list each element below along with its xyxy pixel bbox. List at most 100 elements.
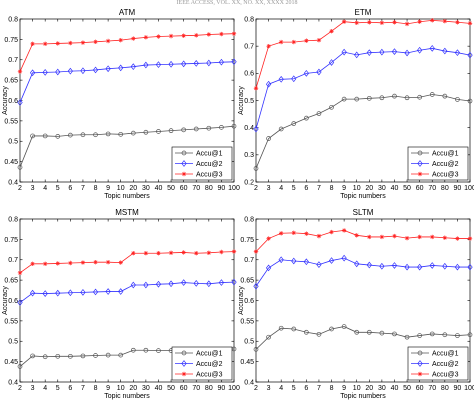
data-point	[42, 261, 48, 267]
data-point	[80, 260, 86, 265]
x-tick-label: 60	[416, 185, 424, 192]
data-point	[341, 254, 347, 262]
data-point	[278, 39, 284, 45]
data-point	[316, 37, 322, 43]
legend-marker	[417, 350, 423, 356]
data-point	[206, 59, 212, 67]
legend-marker	[181, 150, 187, 156]
x-tick-label: 8	[94, 385, 98, 392]
data-point	[291, 230, 296, 236]
data-point	[105, 288, 111, 295]
legend-marker	[181, 371, 187, 377]
data-point	[231, 58, 237, 66]
y-tick-label: 0.7	[244, 44, 254, 51]
data-point	[467, 332, 473, 338]
data-point	[181, 60, 187, 68]
y-axis-label: Accuracy	[238, 86, 245, 115]
legend-marker	[417, 150, 423, 156]
y-tick-label: 0.75	[240, 237, 254, 244]
data-point	[93, 259, 98, 265]
data-point	[42, 290, 48, 297]
data-point	[430, 18, 435, 23]
data-point	[156, 251, 161, 256]
legend-marker	[181, 350, 187, 356]
x-tick-label: 4	[279, 185, 283, 192]
data-point	[404, 263, 410, 271]
data-point	[266, 43, 271, 49]
data-point	[455, 97, 460, 102]
x-tick-label: 70	[428, 385, 436, 392]
data-point	[404, 95, 410, 101]
y-tick-label: 0.45	[4, 159, 18, 166]
data-point	[80, 67, 86, 75]
legend-label: Accu@1	[432, 151, 459, 158]
data-point	[143, 35, 149, 40]
y-tick-label: 0.8	[8, 16, 18, 23]
data-point	[80, 353, 86, 359]
data-point	[253, 125, 259, 133]
y-tick-label: 0.6	[8, 298, 18, 305]
data-point	[266, 236, 271, 241]
x-tick-label: 6	[304, 185, 308, 192]
x-tick-label: 9	[342, 385, 346, 392]
data-point	[429, 331, 435, 337]
y-tick-label: 0.75	[4, 237, 18, 244]
data-point	[391, 48, 398, 55]
y-tick-label: 0.4	[244, 379, 254, 386]
data-point	[316, 111, 322, 116]
x-tick-label: 10	[117, 185, 125, 192]
legend-label: Accu@2	[196, 161, 223, 168]
data-point	[219, 125, 224, 130]
data-point	[303, 258, 309, 266]
data-point	[55, 41, 60, 46]
data-point	[379, 330, 385, 336]
data-point	[42, 354, 48, 360]
x-tick-label: 80	[441, 385, 449, 392]
data-point	[454, 263, 461, 271]
x-tick-label: 20	[365, 385, 373, 392]
data-point	[92, 66, 99, 74]
data-point	[219, 249, 224, 255]
x-tick-label: 7	[317, 185, 321, 192]
data-point	[467, 263, 473, 271]
data-point	[391, 262, 398, 269]
x-tick-label: 40	[155, 185, 163, 192]
data-point	[291, 75, 297, 83]
chart-atm: ATM 2 3 4 5 6 7 8 9 10 20 30 40 50 60 70 80 90 100 0.4 0.45 0…	[2, 8, 240, 200]
x-tick-label: 5	[56, 185, 60, 192]
data-point	[68, 353, 73, 359]
data-point	[278, 231, 284, 236]
y-axis-label: Accuracy	[2, 86, 9, 115]
x-tick-label: 4	[279, 385, 283, 392]
legend-marker	[181, 160, 187, 167]
data-point	[304, 231, 309, 236]
x-tick-label: 40	[391, 385, 399, 392]
data-point	[17, 69, 23, 74]
x-tick-label: 3	[267, 385, 271, 392]
data-point	[417, 94, 422, 100]
data-point	[118, 288, 124, 295]
data-point	[42, 41, 48, 47]
chart-mstm: MSTM 2 3 4 5 6 7 8 9 10 20 30 40 50 60 70 80 90 100 0.4 0.45…	[2, 208, 240, 400]
data-point	[429, 92, 435, 97]
data-point	[42, 133, 48, 139]
data-point	[430, 234, 435, 240]
y-tick-label: 0.4	[8, 379, 18, 386]
y-tick-label: 0.2	[244, 179, 254, 186]
y-tick-label: 0.5	[244, 339, 254, 346]
data-point	[354, 20, 359, 26]
x-tick-label: 7	[81, 185, 85, 192]
data-point	[130, 63, 136, 71]
chart-title: ETM	[355, 8, 372, 17]
y-tick-label: 0.8	[244, 216, 254, 223]
x-axis-label: Topic numbers	[340, 193, 386, 200]
data-point	[68, 40, 73, 46]
data-point	[366, 329, 372, 335]
data-point	[206, 280, 212, 288]
x-tick-label: 20	[365, 185, 373, 192]
data-point	[30, 261, 35, 267]
data-point	[455, 20, 460, 25]
x-tick-label: 100	[464, 185, 474, 192]
data-point	[467, 21, 473, 26]
